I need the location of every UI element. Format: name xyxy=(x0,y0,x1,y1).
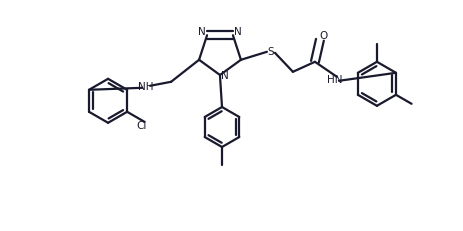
Text: Cl: Cl xyxy=(136,121,146,131)
Text: N: N xyxy=(198,27,206,37)
Text: NH: NH xyxy=(138,82,154,92)
Text: O: O xyxy=(319,31,327,41)
Text: S: S xyxy=(267,47,274,57)
Text: N: N xyxy=(221,71,228,81)
Text: N: N xyxy=(233,27,241,37)
Text: HN: HN xyxy=(326,75,342,85)
